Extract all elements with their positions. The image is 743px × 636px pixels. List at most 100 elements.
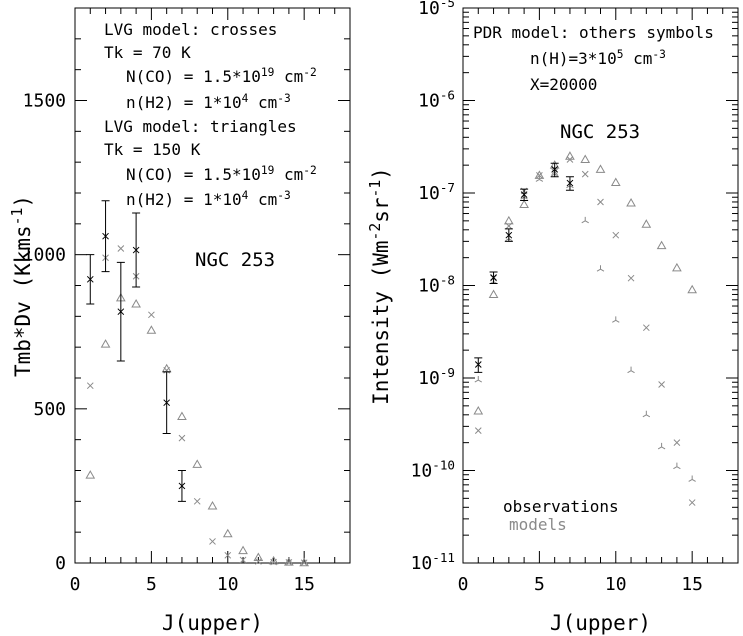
right-model-triangle-point [656, 240, 667, 250]
right-model-triangle-point [687, 284, 698, 294]
right-model-triangle-point [488, 289, 499, 298]
right-model-cross-point [612, 231, 620, 239]
left-source-label: NGC 253 [195, 249, 275, 271]
right-model-tripod-point [535, 175, 544, 182]
left-model-cross-point [270, 558, 277, 566]
right-y-tick-label: 10-8 [418, 272, 455, 297]
right-model-tripod-point [627, 366, 635, 374]
right-model-cross-point [581, 170, 589, 178]
left-annotation-part: LVG model: triangles [104, 117, 297, 136]
right-model-triangle-point [565, 151, 575, 160]
left-annotation-superscript: -3 [277, 189, 290, 202]
right-model-cross-point [627, 274, 635, 282]
left-annotation-part: Tk = 150 K [104, 140, 201, 159]
left-annotation-superscript: 4 [242, 92, 249, 105]
right-y-tick-label: 10-5 [418, 0, 455, 19]
right-annotation-superscript: 5 [617, 48, 624, 61]
right-annotation: n(H)=3*105 cm-3 [530, 48, 666, 69]
right-y-axis-title-superscript: -2 [367, 223, 384, 241]
right-model-triangle-point [503, 215, 514, 225]
legend-models-label: models [509, 515, 567, 534]
right-observation-point [505, 231, 513, 239]
left-model-cross-point [285, 559, 293, 566]
right-annotation-part: PDR model: others symbols [473, 23, 714, 42]
left-model-cross-point [300, 559, 308, 567]
right-y-axis-title-superscript: -1 [367, 180, 384, 198]
left-model-cross-point [239, 556, 247, 564]
right-source-label: NGC 253 [560, 121, 640, 143]
left-model-cross-point [193, 497, 201, 505]
right-y-tick-label: 10-6 [418, 87, 455, 112]
left-observation-point [102, 232, 109, 240]
left-model-cross-point [254, 558, 262, 565]
right-model-tripod-point [474, 376, 483, 383]
left-model-triangle-point [238, 545, 248, 555]
left-x-tick-label: 0 [70, 574, 81, 595]
right-y-tick-label: 10-11 [411, 550, 455, 575]
left-annotation: n(H2) = 1*104 cm-3 [126, 92, 291, 113]
left-annotation: LVG model: crosses [104, 20, 277, 39]
right-annotation-part: X=20000 [530, 75, 597, 94]
left-annotation-part: N(CO) = 1.5*10 [126, 67, 261, 86]
left-y-tick-label: 0 [55, 553, 66, 574]
right-model-triangle-point [595, 164, 606, 173]
left-y-tick-label: 1000 [23, 245, 66, 266]
left-model-triangle-point [284, 557, 294, 566]
left-x-tick-label: 10 [217, 574, 239, 595]
right-model-cross-point [505, 222, 513, 230]
right-y-axis-title-part: Intensity (Wm [369, 240, 393, 404]
right-model-tripod-point [673, 462, 681, 470]
right-model-tripod-point [657, 442, 666, 450]
right-observation-point [490, 274, 497, 281]
left-annotation-superscript: 4 [242, 189, 249, 202]
right-observation-point [566, 179, 574, 187]
right-y-tick-base: 10 [418, 0, 440, 19]
right-model-tripod-point [612, 316, 620, 323]
right-model-triangle-point [672, 262, 682, 272]
right-model-triangle-point [580, 154, 591, 164]
right-plot-frame [462, 7, 739, 564]
legend-observations-label: observations [503, 497, 619, 516]
left-annotation-superscript: -3 [277, 92, 290, 105]
right-x-tick-label: 15 [681, 574, 703, 595]
right-model-triangle-point [626, 197, 636, 207]
left-annotation-superscript: -2 [303, 66, 316, 79]
left-annotation-superscript: -2 [303, 164, 316, 177]
right-y-tick-label: 10-10 [411, 457, 455, 482]
right-x-axis-title: J(upper) [550, 611, 651, 635]
right-observation-point [551, 166, 559, 173]
left-model-cross-point [86, 382, 94, 390]
right-y-tick-base: 10 [418, 183, 440, 204]
left-plot-frame [74, 7, 351, 564]
left-model-triangle-point [253, 552, 264, 561]
right-annotation-superscript: -3 [652, 48, 665, 61]
right-y-tick-exponent: -8 [440, 272, 455, 287]
left-annotation: Tk = 70 K [104, 43, 191, 62]
right-model-tripod-point [596, 265, 605, 272]
left-model-triangle-point [146, 325, 157, 334]
left-model-cross-point [209, 538, 216, 545]
right-model-tripod-point [688, 475, 696, 482]
right-model-triangle-point [473, 405, 484, 415]
left-y-axis-title-superscript: -1 [9, 208, 26, 226]
left-model-triangle-point [131, 298, 141, 308]
right-annotation-part: n(H)=3*10 [530, 49, 617, 68]
right-model-cross-point [474, 427, 482, 434]
right-x-tick-label: 5 [534, 574, 545, 595]
left-annotation-superscript: 19 [261, 164, 274, 177]
left-annotation-part: n(H2) = 1*10 [126, 190, 242, 209]
left-model-triangle-point [85, 470, 96, 479]
left-model-cross-point [178, 434, 186, 442]
left-observation-point [178, 482, 186, 490]
right-observation-point [520, 191, 528, 198]
left-y-tick-label: 500 [33, 399, 66, 420]
right-y-axis-title: Intensity (Wm-2sr-1) [367, 167, 394, 405]
right-model-cross-point [536, 172, 543, 179]
left-annotation-part: cm [248, 93, 277, 112]
right-chart-panel: 0 5 10 1510-1110-1010-910-810-710-610-5J(up… [367, 0, 739, 635]
right-y-tick-base: 10 [411, 461, 433, 482]
left-y-axis-title: Tmb*Dv (Kkms-1) [9, 195, 36, 377]
right-y-tick-base: 10 [418, 91, 440, 112]
left-model-cross-point [117, 245, 125, 252]
left-annotation-part: cm [248, 190, 277, 209]
